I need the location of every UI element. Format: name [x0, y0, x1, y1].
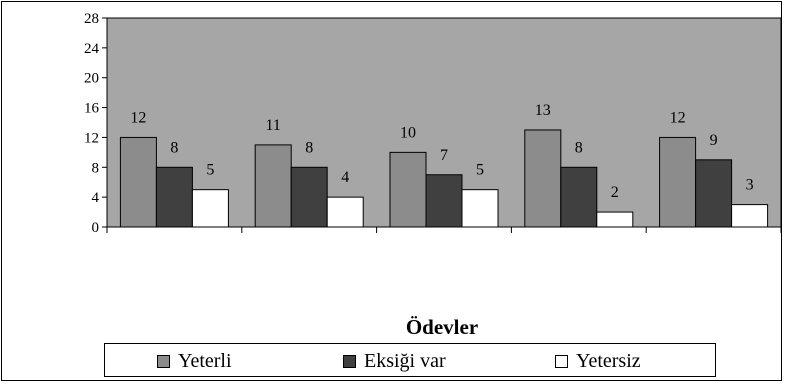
y-tick-label: 12 [84, 130, 99, 146]
data-label: 10 [400, 124, 416, 141]
data-label: 13 [535, 102, 551, 119]
y-tick-label: 28 [84, 11, 99, 27]
bar [119, 136, 157, 228]
legend-item: Eksiği var [343, 349, 446, 373]
bar [425, 174, 463, 228]
bar [560, 166, 598, 228]
y-tick-label: 8 [92, 160, 100, 176]
bar [659, 136, 697, 228]
bar [596, 211, 634, 228]
bar [191, 189, 229, 228]
data-label: 2 [611, 184, 619, 201]
data-label: 5 [206, 162, 214, 179]
legend-swatch [157, 354, 170, 368]
legend-swatch [343, 354, 356, 368]
x-axis-title: Ödevler [406, 315, 478, 339]
legend-item: Yeterli [157, 349, 232, 373]
data-label: 12 [670, 109, 686, 126]
legend-label: Eksiği var [364, 349, 446, 372]
data-label: 8 [305, 139, 313, 156]
y-tick-label: 0 [92, 220, 100, 236]
data-label: 4 [341, 169, 349, 186]
bar [461, 189, 499, 228]
bar [290, 166, 328, 228]
data-label: 11 [265, 117, 280, 134]
bar [731, 204, 769, 228]
data-label: 3 [746, 177, 754, 194]
y-tick-label: 16 [84, 101, 100, 117]
legend-swatch [555, 354, 568, 368]
data-label: 7 [440, 147, 448, 164]
legend: Yeterli Eksiği var Yetersiz [104, 343, 716, 377]
data-label: 8 [575, 139, 583, 156]
data-label: 12 [130, 109, 146, 126]
data-label: 8 [170, 139, 178, 156]
y-axis: 0 4 8 12 16 20 24 28 [84, 11, 108, 236]
bar [695, 159, 733, 228]
legend-item: Yetersiz [555, 349, 641, 373]
data-label: 9 [710, 132, 718, 149]
data-label: 5 [476, 162, 484, 179]
y-tick-label: 20 [84, 71, 99, 87]
bar [254, 144, 292, 228]
bar [524, 129, 562, 228]
bar [155, 166, 193, 228]
bar [389, 151, 427, 228]
y-tick-label: 24 [84, 41, 100, 57]
bar [326, 196, 364, 228]
legend-label: Yetersiz [576, 349, 641, 372]
x-axis [106, 226, 782, 233]
bars [119, 129, 769, 228]
legend-label: Yeterli [178, 349, 232, 372]
data-labels: 12 8 5 11 8 4 10 7 5 13 8 2 12 9 3 [130, 102, 753, 201]
y-tick-label: 4 [92, 190, 100, 206]
